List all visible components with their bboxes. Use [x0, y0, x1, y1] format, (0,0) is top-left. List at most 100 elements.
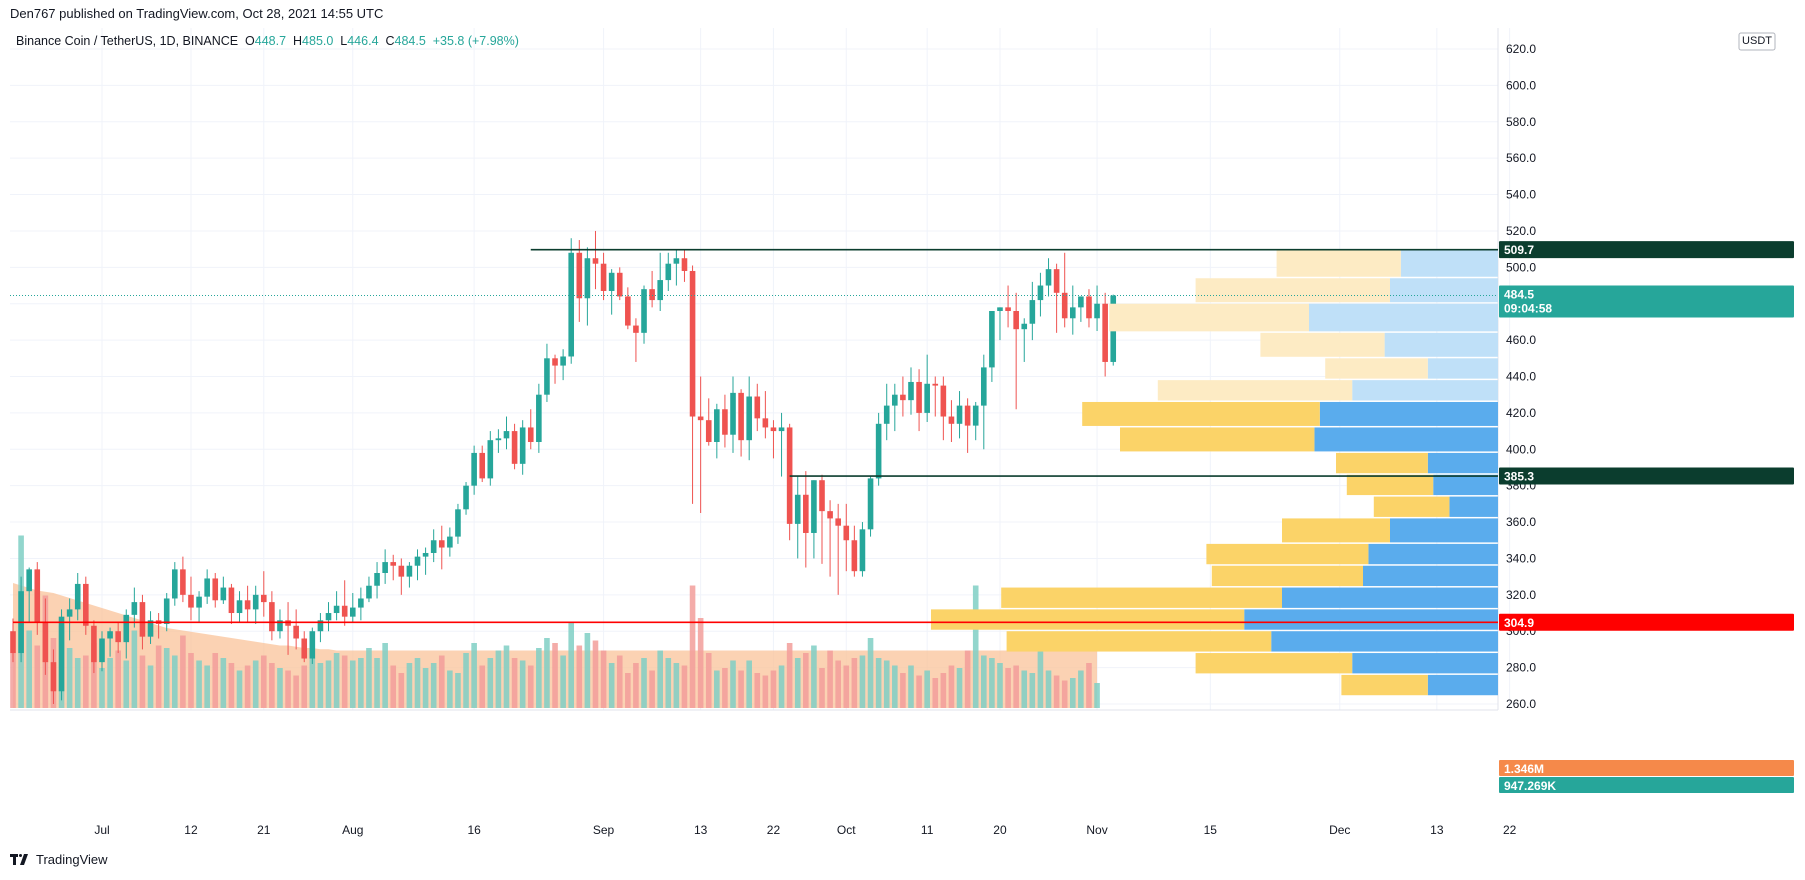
candle-body	[42, 622, 49, 663]
candle-body	[139, 602, 146, 637]
price-tick-label: 500.0	[1506, 260, 1536, 274]
volume-bar	[495, 650, 502, 708]
volume-bar	[66, 648, 73, 708]
profile-sell-bar	[1400, 249, 1498, 277]
volume-bar	[91, 643, 97, 708]
candle-body	[495, 438, 502, 441]
candle-body	[641, 289, 647, 333]
candle-body	[26, 569, 32, 592]
price-tick-label: 400.0	[1506, 442, 1536, 456]
price-badges: 509.7 385.3 304.9 484.509:04:58 1.346M 947.26…	[1499, 241, 1794, 793]
candle-body	[131, 602, 138, 615]
candle-body	[568, 252, 575, 357]
time-tick-label: 22	[1503, 823, 1517, 837]
volume-bar	[584, 633, 591, 708]
candlesticks	[10, 230, 1117, 704]
candle-body	[66, 609, 73, 617]
current-price-badge-text: 09:04:58	[1504, 302, 1552, 316]
volume-ma-area	[13, 583, 1098, 708]
volume-bar	[107, 658, 113, 708]
volume-bar	[892, 665, 898, 708]
volume-bar	[592, 640, 599, 708]
volume-bar	[252, 660, 259, 708]
volume-bar	[916, 675, 922, 708]
horizontal-levels[interactable]	[10, 248, 1498, 624]
level-badge-text: 304.9	[1504, 616, 1534, 630]
candle-body	[981, 367, 987, 406]
volume-bar	[366, 648, 372, 708]
candle-body	[1102, 303, 1108, 362]
price-tick-label: 560.0	[1506, 151, 1536, 165]
volume-bar	[1013, 665, 1019, 708]
volume-badge-bg	[1499, 760, 1794, 776]
candle-body	[455, 509, 461, 537]
candle-body	[487, 440, 494, 479]
high-value: 485.0	[302, 34, 334, 48]
volume-bar	[204, 665, 210, 708]
volume-bar	[649, 670, 655, 708]
volume-bar	[269, 663, 275, 708]
candle-body	[244, 600, 251, 610]
candle-body	[536, 394, 542, 442]
candle-body	[172, 569, 178, 599]
symbol-legend: Binance Coin / TetherUS, 1D, BINANCE O44…	[16, 34, 519, 48]
volume-bar	[1069, 678, 1076, 708]
candle-body	[58, 616, 65, 692]
candle-body	[1094, 303, 1100, 319]
volume-bar	[503, 645, 510, 708]
price-tick-label: 620.0	[1506, 42, 1536, 56]
profile-sell-bar	[1427, 674, 1498, 696]
candle-body	[592, 258, 599, 264]
volume-bar	[180, 635, 186, 708]
close-label: C	[385, 34, 395, 48]
volume-bar	[714, 670, 720, 708]
footer: TradingView	[10, 852, 108, 867]
profile-sell-bar	[1384, 332, 1498, 357]
volume-bar	[811, 645, 817, 708]
candle-body	[544, 358, 550, 395]
candle-body	[325, 613, 332, 621]
price-tick-label: 580.0	[1506, 115, 1536, 129]
volume-bar	[560, 655, 566, 708]
candle-body	[447, 536, 453, 548]
price-tick-label: 540.0	[1506, 188, 1536, 202]
volume-bar	[1037, 638, 1044, 708]
candle-body	[10, 631, 16, 654]
footer-brand[interactable]: TradingView	[36, 852, 108, 867]
candle-body	[738, 392, 744, 441]
volume-bar	[115, 650, 121, 708]
low-label: L	[340, 34, 348, 48]
candle-body	[689, 270, 696, 417]
volume-bar	[228, 663, 235, 708]
publisher-line: Den767 published on TradingView.com, Oct…	[10, 6, 384, 21]
candle-body	[649, 289, 655, 301]
volume-bar	[883, 660, 890, 708]
volume-bar	[681, 665, 688, 708]
volume-bar	[430, 663, 437, 708]
candle-body	[746, 396, 752, 441]
candle-body	[625, 296, 631, 326]
volume-bar	[131, 630, 138, 708]
candle-body	[519, 427, 526, 464]
candle-body	[1029, 300, 1036, 324]
candle-body	[212, 578, 219, 601]
volume-bar	[778, 665, 785, 708]
candle-body	[851, 540, 858, 572]
volume-badge-text: 947.269K	[1504, 779, 1556, 793]
candle-body	[803, 494, 809, 533]
price-tick-label: 600.0	[1506, 78, 1536, 92]
volume-bar	[301, 665, 308, 708]
candle-body	[293, 625, 299, 639]
candle-body	[616, 272, 623, 297]
volume-bar	[349, 660, 356, 708]
profile-sell-bar	[1433, 474, 1498, 496]
candle-body	[770, 427, 777, 432]
candle-body	[382, 562, 388, 573]
profile-buy-bar	[1157, 380, 1353, 401]
time-axis[interactable]: Jul 12 21 Aug 16 Sep 13 22 Oct 11 20 Nov 15 Dec 13 22	[94, 823, 1516, 837]
current-price-badge-bg	[1499, 285, 1794, 318]
candle-body	[584, 258, 591, 299]
price-tick-label: 260.0	[1506, 697, 1536, 711]
price-axis[interactable]: 260.0280.0300.0320.0340.0360.0380.0400.0…	[1506, 32, 1776, 711]
